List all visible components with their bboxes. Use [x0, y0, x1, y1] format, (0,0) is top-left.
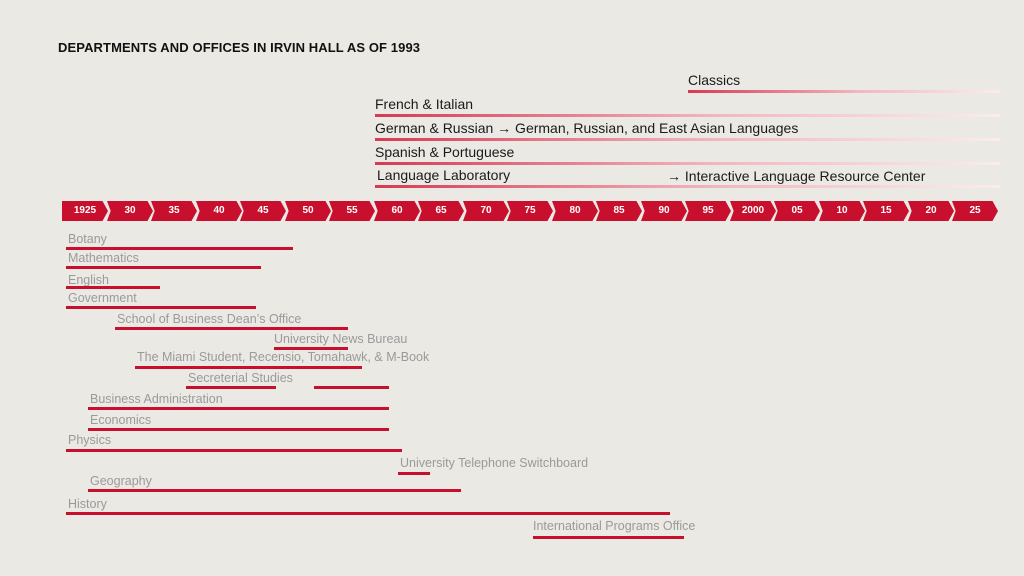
bar-classics: [688, 90, 1000, 93]
tick-label: 75: [507, 201, 553, 221]
label-history: History: [68, 497, 107, 511]
tick-label: 35: [151, 201, 197, 221]
tick-label: 65: [418, 201, 464, 221]
bar-secreterial-studies-2: [314, 386, 389, 389]
bar-school-of-business-deans-office: [115, 327, 348, 330]
tick-label: 70: [463, 201, 509, 221]
label-botany: Botany: [68, 232, 107, 246]
label-university-news-bureau: University News Bureau: [274, 332, 408, 346]
tick-label: 05: [774, 201, 820, 221]
bar-history: [66, 512, 670, 515]
label-language-laboratory: Language Laboratory: [377, 167, 511, 183]
tick-label: 1925: [62, 201, 108, 221]
bar-university-news-bureau: [274, 347, 348, 350]
tick-label: 95: [685, 201, 731, 221]
label-mathematics: Mathematics: [68, 251, 139, 265]
label-physics: Physics: [68, 433, 112, 447]
tick-label: 45: [240, 201, 286, 221]
tick-label: 80: [552, 201, 598, 221]
bar-university-telephone-switchboard: [398, 472, 430, 475]
bar-botany: [66, 247, 293, 250]
tick-label: 85: [596, 201, 642, 221]
tick-label: 60: [374, 201, 420, 221]
tick-label: 30: [107, 201, 153, 221]
label-student-publications: The Miami Student, Recensio, Tomahawk, &…: [137, 350, 430, 364]
label-spanish-portuguese: Spanish & Portuguese: [375, 144, 515, 160]
bar-economics: [88, 428, 389, 431]
tick-label: 50: [285, 201, 331, 221]
tick-label: 15: [863, 201, 909, 221]
tick-label: 40: [196, 201, 242, 221]
bar-student-publications: [135, 366, 362, 369]
label-international-programs-office: International Programs Office: [533, 519, 696, 533]
bar-french-italian: [375, 114, 1000, 117]
bar-mathematics: [66, 266, 261, 269]
label-university-telephone-switchboard: University Telephone Switchboard: [400, 456, 589, 470]
tick-label: 90: [641, 201, 687, 221]
bar-secreterial-studies-1: [186, 386, 276, 389]
bar-business-administration: [88, 407, 389, 410]
label-government: Government: [68, 291, 137, 305]
tick-label: 20: [908, 201, 954, 221]
page-title: DEPARTMENTS AND OFFICES IN IRVIN HALL AS…: [58, 40, 421, 55]
tick-label: 55: [329, 201, 375, 221]
label-geography: Geography: [90, 474, 152, 488]
label-english: English: [68, 273, 109, 287]
bar-international-programs-office: [533, 536, 684, 539]
label-classics: Classics: [688, 72, 741, 88]
label-language-resource-center: → Interactive Language Resource Center: [667, 168, 926, 184]
bar-german-russian: [375, 138, 1000, 141]
bar-english: [66, 286, 160, 289]
tick-label: 25: [952, 201, 998, 221]
bar-spanish-portuguese: [375, 162, 1000, 165]
bar-geography: [88, 489, 461, 492]
bar-physics: [66, 449, 402, 452]
label-economics: Economics: [90, 413, 152, 427]
label-french-italian: French & Italian: [375, 96, 474, 112]
bar-government: [66, 306, 256, 309]
label-business-administration: Business Administration: [90, 392, 223, 406]
label-school-of-business-deans-office: School of Business Dean’s Office: [117, 312, 302, 326]
label-secreterial-studies: Secreterial Studies: [188, 371, 293, 385]
label-german-russian: German & Russian → German, Russian, and …: [375, 120, 799, 136]
tick-label: 2000: [730, 201, 776, 221]
bar-language-laboratory: [375, 185, 1000, 188]
tick-label: 10: [819, 201, 865, 221]
